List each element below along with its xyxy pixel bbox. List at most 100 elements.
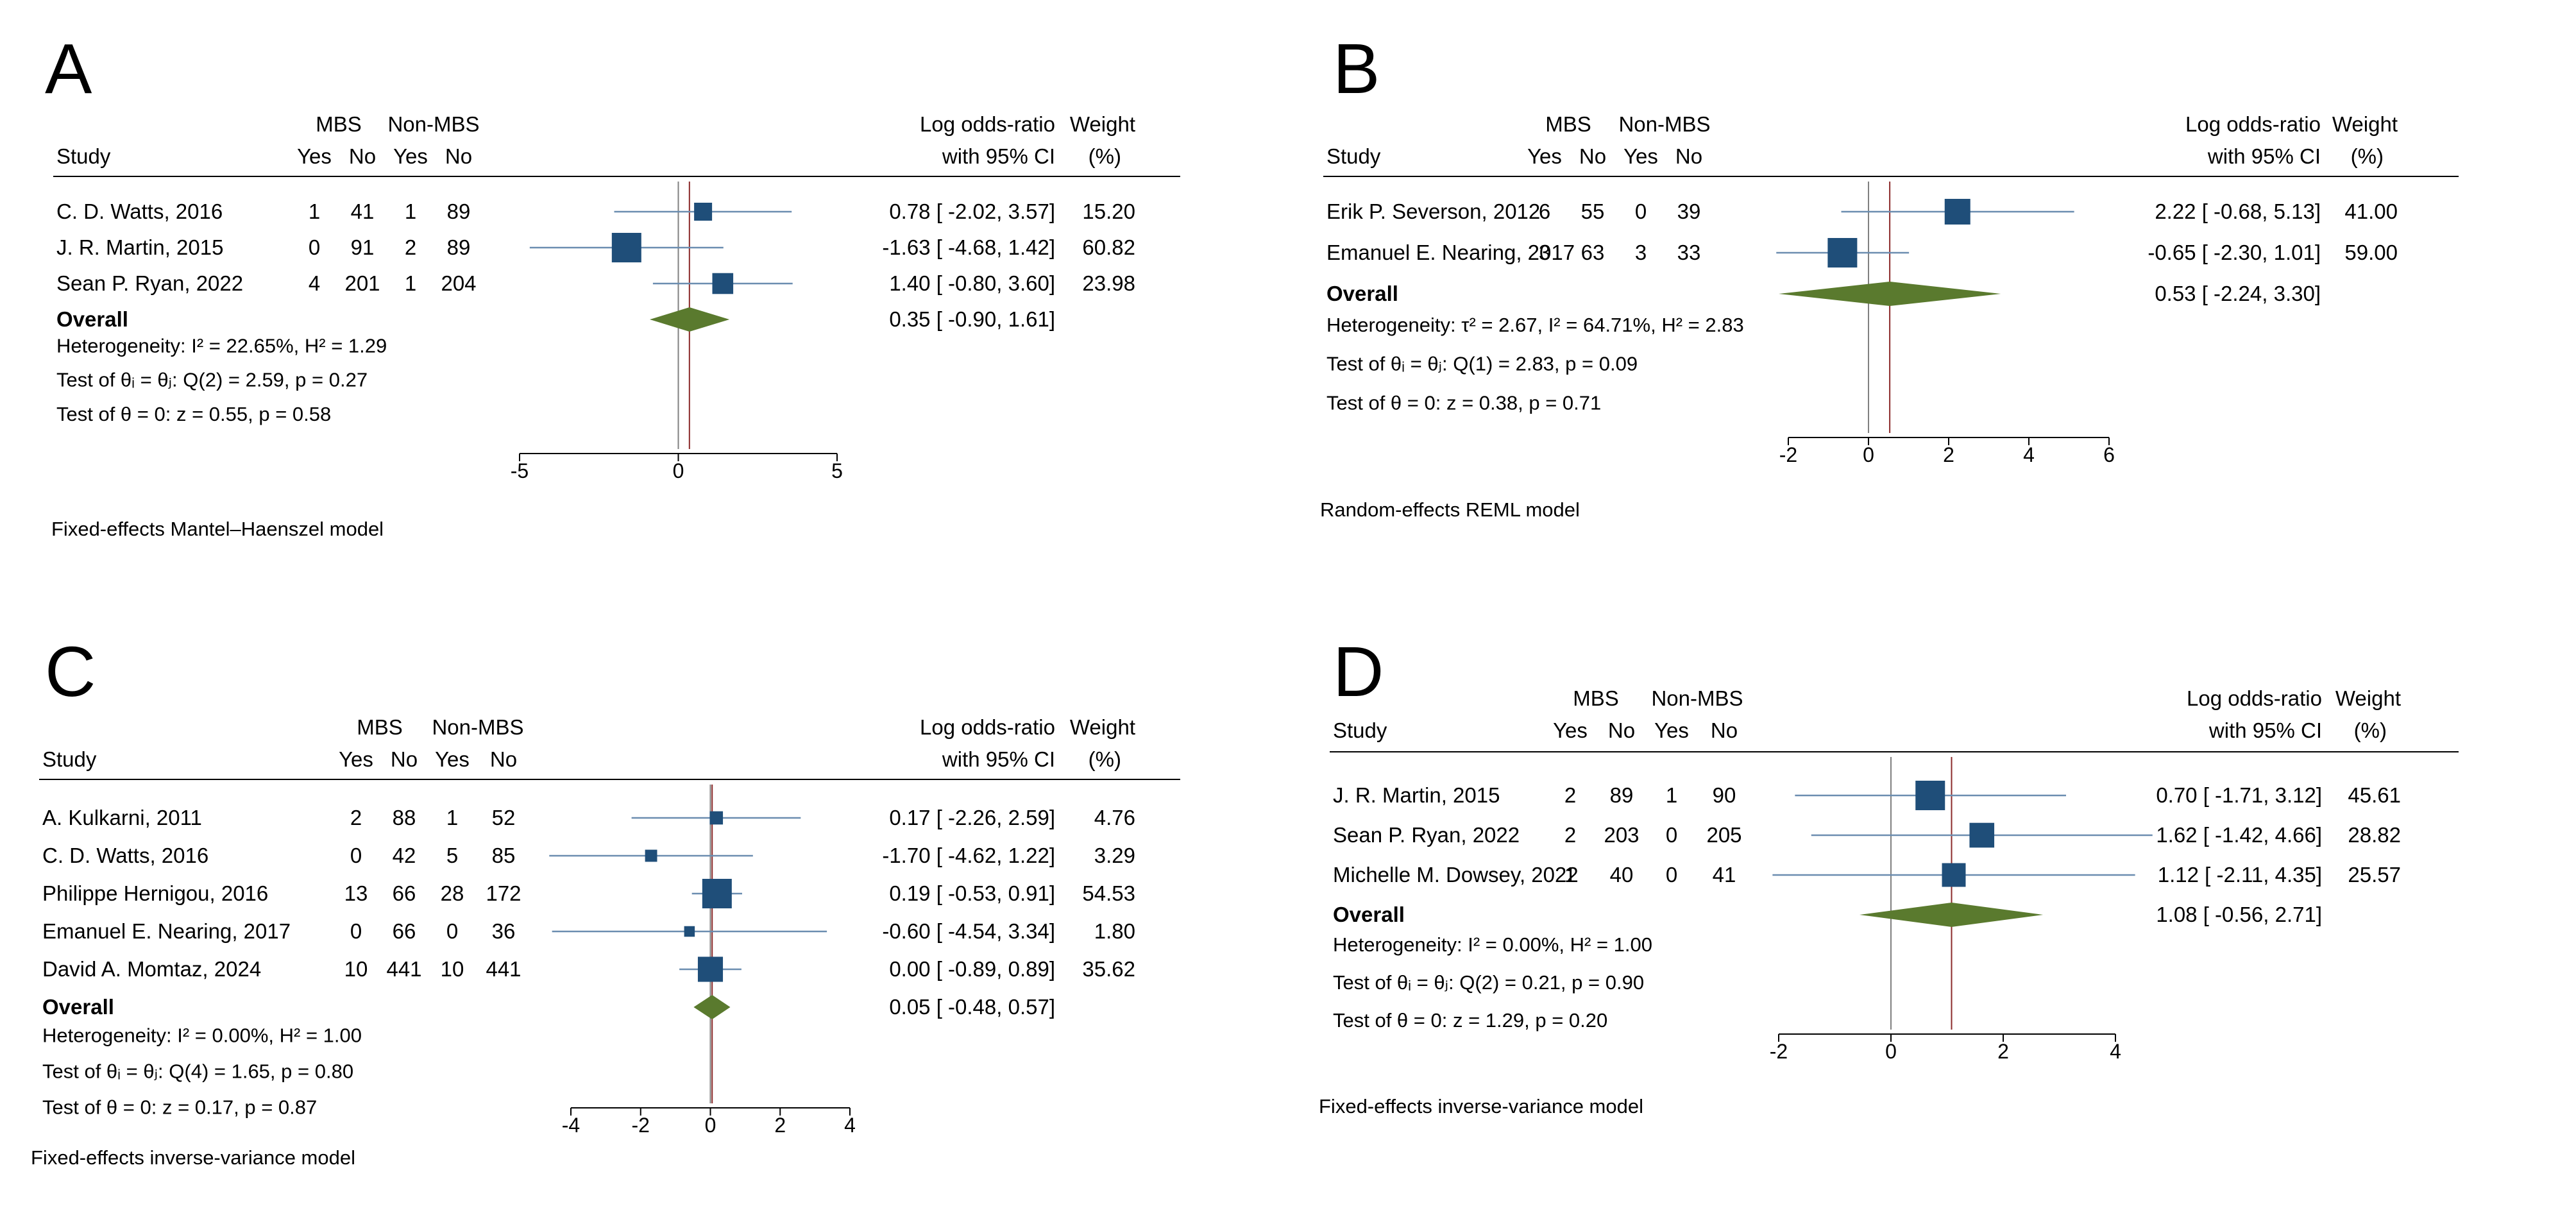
header-mbs: MBS — [316, 112, 362, 136]
header-ci: with 95% CI — [942, 747, 1055, 771]
header-weight-unit: (%) — [1089, 144, 1121, 168]
x-axis-tick-label: 4 — [844, 1114, 856, 1137]
study-name: J. R. Martin, 2015 — [56, 235, 223, 259]
study-estimate-square — [684, 926, 695, 937]
non-mbs-yes-count: 1 — [1666, 783, 1677, 807]
non-mbs-yes-count: 1 — [405, 271, 416, 295]
header-effect-size: Log odds-ratio — [920, 715, 1055, 739]
x-axis-tick-label: 2 — [1997, 1040, 2009, 1063]
overall-ci-label: 0.35 [ -0.90, 1.61] — [889, 307, 1055, 331]
forest-plot-a: A MBS Non-MBS Study Yes No Yes No Log odds-ratio… — [45, 30, 1180, 540]
non-mbs-yes-count: 1 — [405, 200, 416, 223]
study-name: Sean P. Ryan, 2022 — [56, 271, 243, 295]
heterogeneity-stat: Test of θ = 0: z = 0.38, p = 0.71 — [1326, 391, 1601, 414]
header-ci: with 95% CI — [942, 144, 1055, 168]
study-weight-label: 60.82 — [1082, 235, 1135, 259]
study-name: Erik P. Severson, 2012 — [1326, 200, 1540, 223]
x-axis-tick-label: 0 — [1885, 1040, 1897, 1063]
study-name: Sean P. Ryan, 2022 — [1333, 823, 1520, 847]
non-mbs-no-count: 41 — [1713, 863, 1736, 887]
overall-diamond — [1860, 903, 2044, 927]
study-name: Michelle M. Dowsey, 2022 — [1333, 863, 1579, 887]
non-mbs-yes-count: 5 — [446, 844, 458, 867]
study-weight-label: 4.76 — [1094, 806, 1135, 829]
study-name: Emanuel E. Nearing, 2017 — [1326, 241, 1575, 264]
header-non-mbs-no: No — [490, 747, 517, 771]
non-mbs-no-count: 85 — [492, 844, 516, 867]
heterogeneity-stat: Test of θ = 0: z = 1.29, p = 0.20 — [1333, 1009, 1607, 1032]
study-name: C. D. Watts, 2016 — [56, 200, 223, 223]
header-weight: Weight — [2335, 686, 2401, 710]
mbs-no-count: 55 — [1581, 200, 1605, 223]
mbs-yes-count: 0 — [350, 919, 362, 943]
study-name: A. Kulkarni, 2011 — [42, 806, 202, 829]
study-ci-label: -1.63 [ -4.68, 1.42] — [882, 235, 1055, 259]
header-mbs-no: No — [1608, 718, 1635, 742]
heterogeneity-stat: Heterogeneity: I² = 22.65%, H² = 1.29 — [56, 335, 387, 357]
study-ci-label: 2.22 [ -0.68, 5.13] — [2155, 200, 2321, 223]
header-non-mbs-no: No — [445, 144, 472, 168]
study-weight-label: 35.62 — [1082, 957, 1135, 981]
forest-panel-c: C MBS Non-MBS Study Yes No Yes No Log odds-ratio… — [0, 603, 1288, 1206]
forest-panel-a: A MBS Non-MBS Study Yes No Yes No Log odds-ratio… — [0, 0, 1288, 603]
overall-diamond — [649, 307, 730, 332]
overall-ci-label: 0.05 [ -0.48, 0.57] — [889, 995, 1055, 1019]
forest-panel-b: B MBS Non-MBS Study Yes No Yes No Log odds-ratio… — [1288, 0, 2576, 603]
non-mbs-yes-count: 0 — [1635, 200, 1647, 223]
non-mbs-yes-count: 28 — [441, 881, 464, 905]
study-weight-label: 59.00 — [2344, 241, 2398, 264]
study-weight-label: 15.20 — [1082, 200, 1135, 223]
mbs-no-count: 42 — [393, 844, 416, 867]
non-mbs-no-count: 204 — [441, 271, 476, 295]
header-study: Study — [1333, 718, 1387, 742]
study-estimate-square — [645, 849, 657, 862]
x-axis-tick-label: 4 — [2023, 443, 2035, 466]
non-mbs-no-count: 90 — [1713, 783, 1736, 807]
model-footnote: Fixed-effects inverse-variance model — [1319, 1095, 1643, 1117]
study-weight-label: 3.29 — [1094, 844, 1135, 867]
header-mbs-yes: Yes — [1527, 144, 1562, 168]
header-non-mbs-yes: Yes — [435, 747, 470, 771]
mbs-no-count: 441 — [386, 957, 421, 981]
study-estimate-square — [1944, 198, 1970, 225]
study-ci-label: 1.12 [ -2.11, 4.35] — [2158, 863, 2322, 887]
non-mbs-yes-count: 0 — [1666, 863, 1677, 887]
x-axis-tick-label: 2 — [774, 1114, 786, 1137]
mbs-yes-count: 0 — [309, 235, 320, 259]
overall-label: Overall — [56, 307, 128, 331]
non-mbs-no-count: 441 — [486, 957, 521, 981]
forest-panel-d: D MBS Non-MBS Study Yes No Yes No Log odds-ratio… — [1288, 603, 2576, 1206]
non-mbs-no-count: 89 — [447, 235, 471, 259]
header-non-mbs-no: No — [1675, 144, 1702, 168]
non-mbs-no-count: 33 — [1677, 241, 1701, 264]
non-mbs-yes-count: 10 — [441, 957, 464, 981]
x-axis-tick-label: -2 — [632, 1114, 650, 1137]
non-mbs-no-count: 89 — [447, 200, 471, 223]
x-axis-tick-label: 2 — [1943, 443, 1954, 466]
x-axis-tick-label: 6 — [2103, 443, 2115, 466]
overall-label: Overall — [1326, 282, 1398, 305]
non-mbs-yes-count: 3 — [1635, 241, 1647, 264]
header-non-mbs: Non-MBS — [387, 112, 479, 136]
study-estimate-square — [697, 956, 724, 982]
study-ci-label: -0.60 [ -4.54, 3.34] — [882, 919, 1055, 943]
header-mbs-yes: Yes — [297, 144, 332, 168]
panel-letter: B — [1333, 30, 1380, 108]
mbs-yes-count: 3 — [1539, 241, 1550, 264]
header-non-mbs-yes: Yes — [1623, 144, 1658, 168]
study-weight-label: 45.61 — [2348, 783, 2401, 807]
study-weight-label: 23.98 — [1082, 271, 1135, 295]
mbs-no-count: 66 — [393, 919, 416, 943]
x-axis-tick-label: 5 — [831, 459, 843, 482]
header-non-mbs-yes: Yes — [1654, 718, 1689, 742]
mbs-yes-count: 10 — [344, 957, 368, 981]
non-mbs-yes-count: 0 — [1666, 823, 1677, 847]
mbs-yes-count: 2 — [1564, 823, 1576, 847]
header-effect-size: Log odds-ratio — [2185, 112, 2321, 136]
mbs-no-count: 66 — [393, 881, 416, 905]
non-mbs-yes-count: 1 — [446, 806, 458, 829]
header-ci: with 95% CI — [2208, 718, 2322, 742]
study-weight-label: 28.82 — [2348, 823, 2401, 847]
overall-ci-label: 0.53 [ -2.24, 3.30] — [2155, 282, 2321, 305]
mbs-no-count: 63 — [1581, 241, 1605, 264]
